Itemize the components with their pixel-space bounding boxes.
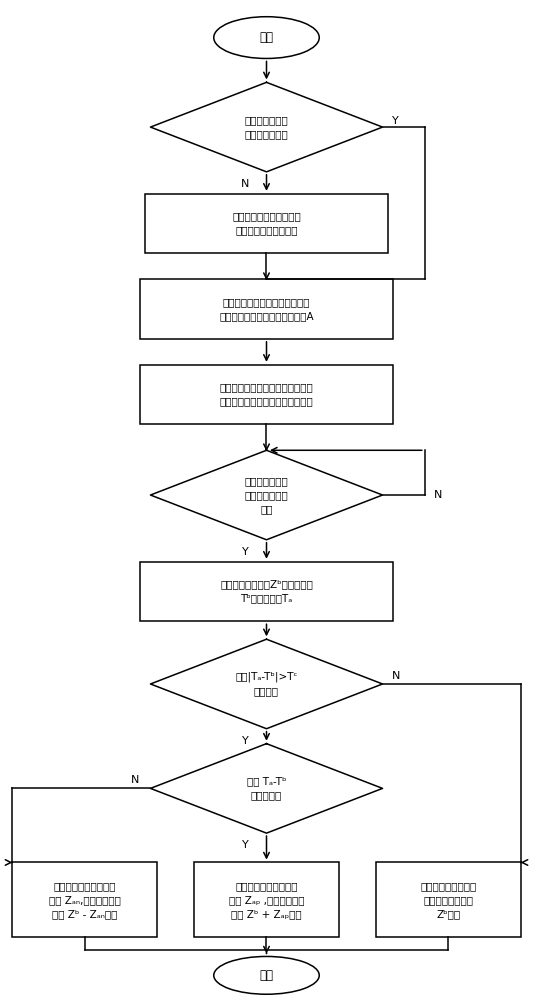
Text: Y: Y [242,736,249,746]
Polygon shape [150,639,383,729]
Text: 步进电机反向转动驱使红外镜头运
动，使红外镜头移动至大视场位置: 步进电机反向转动驱使红外镜头运 动，使红外镜头移动至大视场位置 [220,383,313,407]
Text: Y: Y [242,840,249,850]
Text: 步进电机正向转动驱使红
外镜头运动至起始位置: 步进电机正向转动驱使红 外镜头运动至起始位置 [232,212,301,236]
Text: 获取正向补偿的聚焦偏
移量 Zₐₚ ,使红外镜头运
动至 Zᵇ + Zₐₚ位置: 获取正向补偿的聚焦偏 移量 Zₐₚ ,使红外镜头运 动至 Zᵇ + Zₐₚ位置 [229,881,304,919]
Polygon shape [150,450,383,540]
Bar [194,862,339,937]
Bar [12,862,157,937]
Text: N: N [392,671,400,681]
Bar [140,562,393,621]
Text: 无需进行温度补偿，
使红外镜头运动至
Zᵇ位置: 无需进行温度补偿， 使红外镜头运动至 Zᵇ位置 [421,881,477,919]
Bar [140,279,393,339]
Text: 结束: 结束 [260,969,273,982]
Text: 开始: 开始 [260,31,273,44]
Text: 判断 Tₐ-Tᵇ
是否为正数: 判断 Tₐ-Tᵇ 是否为正数 [247,776,286,800]
Text: 判断|Tₐ-Tᵇ|>Tᶜ
是否成立: 判断|Tₐ-Tᵇ|>Tᶜ 是否成立 [235,672,298,696]
Text: Y: Y [242,547,249,557]
Text: 判断红外镜头是
否处于起始位置: 判断红外镜头是 否处于起始位置 [245,115,288,139]
Text: N: N [131,775,139,785]
Bar [140,365,393,424]
Text: 获取目标视场位置Zᵇ、外界温度
Tᵇ、基准温度Tₐ: 获取目标视场位置Zᵇ、外界温度 Tᵇ、基准温度Tₐ [220,579,313,603]
Polygon shape [150,744,383,833]
Text: 读取大视场的数据信息，确定大
视场与红外镜头起始位置的距离A: 读取大视场的数据信息，确定大 视场与红外镜头起始位置的距离A [219,297,314,321]
Text: N: N [241,179,249,189]
Text: N: N [434,490,442,500]
Polygon shape [150,82,383,172]
Text: Y: Y [392,116,399,126]
Text: 获取正向补偿的聚焦偏
移量 Zₐₙ,使红外镜头运
动至 Zᵇ - Zₐₙ位置: 获取正向补偿的聚焦偏 移量 Zₐₙ,使红外镜头运 动至 Zᵇ - Zₐₙ位置 [49,881,120,919]
Text: 判断是否需要从
大视场切换至小
视场: 判断是否需要从 大视场切换至小 视场 [245,476,288,514]
Bar [376,862,521,937]
Bar [145,194,388,253]
